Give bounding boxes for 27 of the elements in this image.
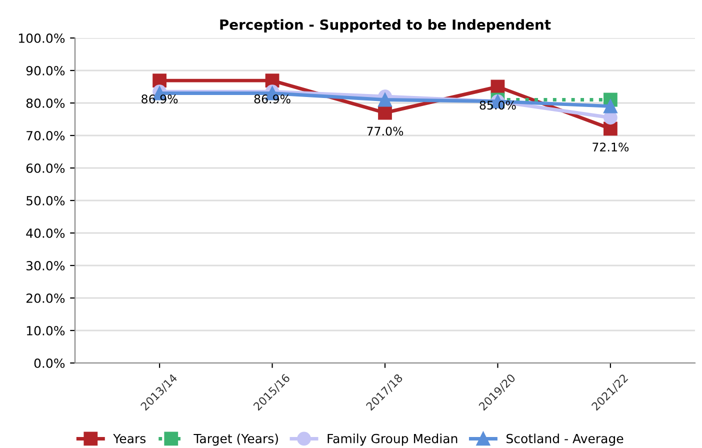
- y-tick-label: 70.0%: [26, 130, 65, 140]
- data-label: 86.9%: [142, 94, 178, 104]
- y-tick-label: 100.0%: [18, 33, 65, 43]
- point: [378, 106, 392, 120]
- y-tick-label: 30.0%: [26, 260, 65, 270]
- data-label: 72.1%: [592, 142, 629, 152]
- y-tick-label: 0.0%: [34, 358, 65, 368]
- data-label: 85.0%: [480, 100, 516, 110]
- y-tick-label: 20.0%: [26, 293, 65, 303]
- y-tick-label: 60.0%: [26, 163, 65, 173]
- point: [378, 92, 392, 107]
- y-tick-label: 90.0%: [26, 66, 65, 76]
- point: [604, 99, 618, 114]
- y-tick-label: 50.0%: [26, 196, 65, 206]
- point: [604, 122, 618, 136]
- y-tick-label: 10.0%: [26, 326, 65, 336]
- legend-label: Target (Years): [194, 434, 278, 446]
- legend-label: Scotland - Average: [506, 434, 624, 446]
- point: [490, 80, 505, 94]
- legend-label: Family Group Median: [328, 434, 458, 446]
- y-tick-label: 40.0%: [26, 228, 65, 238]
- chart-title: Perception - Supported to be Independent: [220, 19, 551, 33]
- data-label: 77.0%: [367, 126, 404, 136]
- y-tick-label: 80.0%: [26, 98, 65, 108]
- legend-label: Years: [113, 434, 146, 444]
- data-label: 86.9%: [254, 94, 290, 104]
- point: [152, 74, 166, 88]
